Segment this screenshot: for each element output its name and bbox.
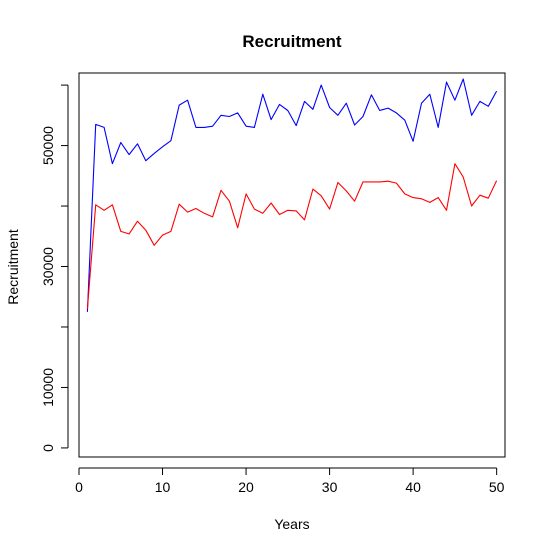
y-tick-label: 10000: [40, 368, 56, 407]
x-tick-label: 30: [322, 479, 338, 495]
series-line-1: [86, 78, 498, 312]
x-tick-label: 40: [405, 479, 421, 495]
chart-title: Recruitment: [242, 32, 342, 51]
x-tick-label: 20: [238, 479, 254, 495]
y-tick-label: 0: [40, 444, 56, 452]
x-axis: 0 10 20 30 40 50: [75, 467, 505, 495]
y-axis: 0 10000 30000 50000: [40, 84, 69, 452]
series-layer: [86, 78, 498, 312]
x-tick-label: 10: [155, 479, 171, 495]
y-tick-label: 50000: [40, 126, 56, 165]
x-axis-label: Years: [274, 516, 309, 532]
x-tick-label: 0: [75, 479, 83, 495]
plot-frame: [78, 72, 506, 458]
x-tick-label: 50: [489, 479, 505, 495]
series-line-2: [86, 163, 498, 309]
y-tick-label: 30000: [40, 247, 56, 286]
y-axis-label: Recruitment: [5, 229, 21, 305]
